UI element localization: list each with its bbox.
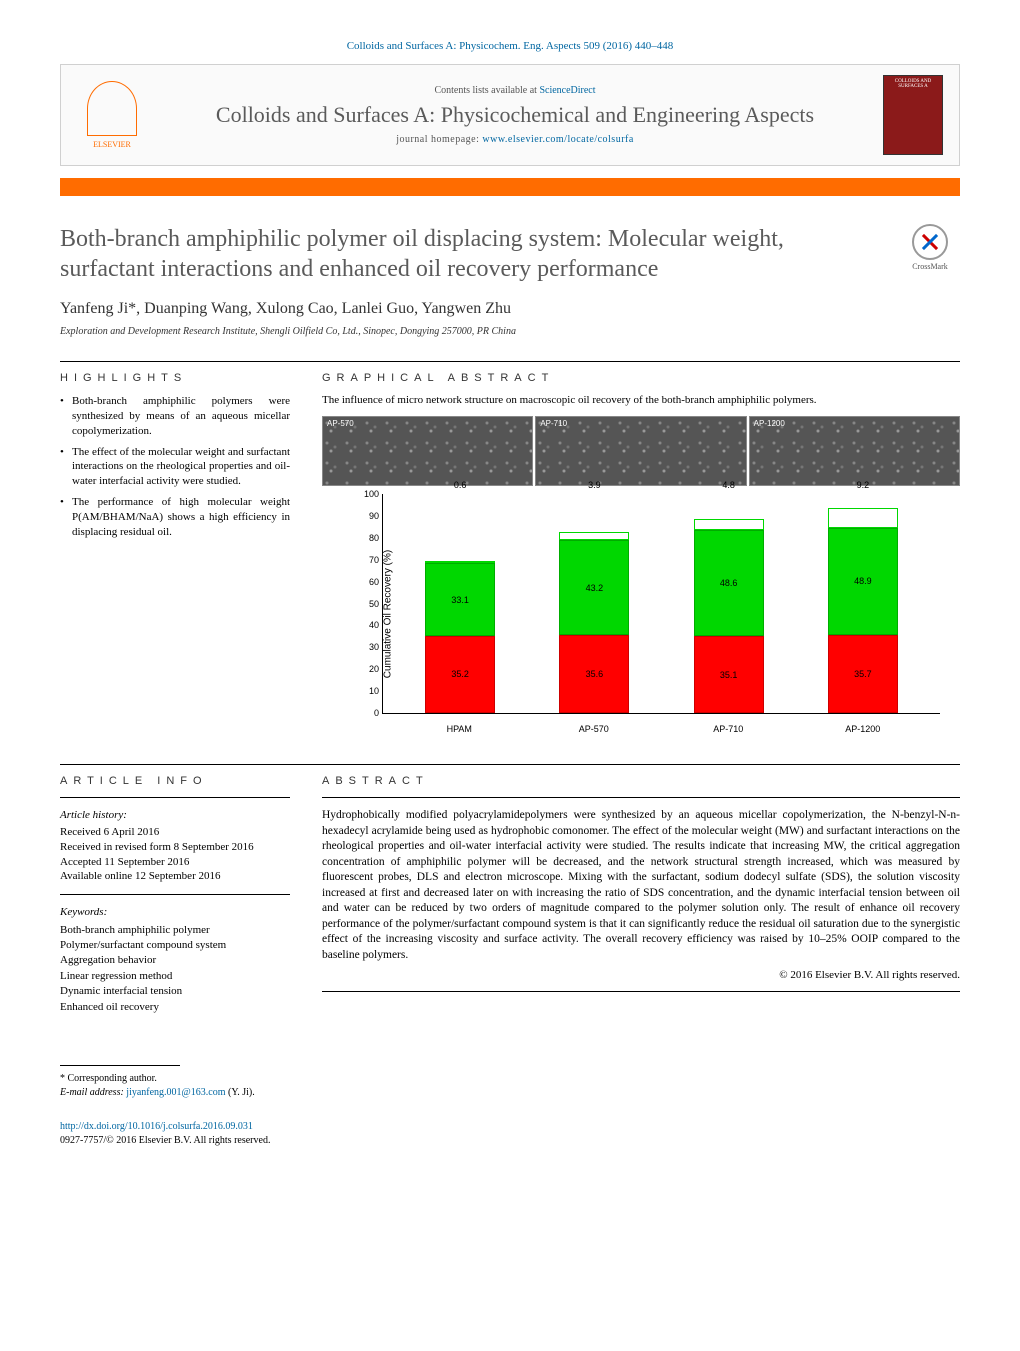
contents-line: Contents lists available at ScienceDirec… xyxy=(147,85,883,96)
article-info-label: ARTICLE INFO xyxy=(60,775,290,787)
sem-image: AP-570 xyxy=(322,416,533,486)
corresponding-author: * Corresponding author. xyxy=(60,1072,960,1086)
article-title: Both-branch amphiphilic polymer oil disp… xyxy=(60,224,884,284)
journal-title: Colloids and Surfaces A: Physicochemical… xyxy=(147,102,883,128)
ytick: 90 xyxy=(357,511,379,521)
bar: 35.233.10.6 xyxy=(425,494,495,713)
footnote-rule xyxy=(60,1065,180,1066)
highlight-item: The performance of high molecular weight… xyxy=(60,495,290,540)
keyword: Dynamic interfacial tension xyxy=(60,984,290,999)
bar-segment: 48.6 xyxy=(694,530,764,636)
bar-top-label: 4.8 xyxy=(694,480,764,490)
keyword: Linear regression method xyxy=(60,969,290,984)
keywords-block: Keywords: Both-branch amphiphilic polyme… xyxy=(60,905,290,1015)
graphical-abstract-label: GRAPHICAL ABSTRACT xyxy=(322,372,960,384)
sem-image: AP-1200 xyxy=(749,416,960,486)
bar-segment: 35.2 xyxy=(425,636,495,713)
sem-image: AP-710 xyxy=(535,416,746,486)
bar: 35.748.99.2 xyxy=(828,494,898,713)
xtick-label: AP-710 xyxy=(693,724,763,734)
ytick: 0 xyxy=(357,708,379,718)
elsevier-logo: ELSEVIER xyxy=(77,75,147,155)
authors: Yanfeng Ji*, Duanping Wang, Xulong Cao, … xyxy=(60,300,960,318)
publisher-name: ELSEVIER xyxy=(93,140,131,149)
doi-link[interactable]: http://dx.doi.org/10.1016/j.colsurfa.201… xyxy=(60,1121,253,1132)
crossmark-icon xyxy=(912,224,948,260)
email-label: E-mail address: xyxy=(60,1087,126,1098)
keyword: Enhanced oil recovery xyxy=(60,1000,290,1015)
article-history: Article history: Received 6 April 2016 R… xyxy=(60,808,290,884)
history-line: Received in revised form 8 September 201… xyxy=(60,840,290,855)
bar: 35.643.23.9 xyxy=(559,494,629,713)
divider xyxy=(60,797,290,798)
divider xyxy=(322,991,960,992)
ytick: 10 xyxy=(357,686,379,696)
bar-chart: Cumulative Oil Recovery (%) 35.233.10.63… xyxy=(352,494,960,734)
homepage-line: journal homepage: www.elsevier.com/locat… xyxy=(147,134,883,145)
elsevier-tree-icon xyxy=(87,81,137,136)
bar-segment: 33.1 xyxy=(425,563,495,635)
highlights-label: HIGHLIGHTS xyxy=(60,372,290,384)
homepage-prefix: journal homepage: xyxy=(396,134,482,145)
bar-segment: 35.1 xyxy=(694,636,764,713)
ytick: 100 xyxy=(357,489,379,499)
xtick-label: AP-570 xyxy=(559,724,629,734)
journal-cover-thumbnail: COLLOIDS AND SURFACES A xyxy=(883,75,943,155)
journal-header: ELSEVIER Contents lists available at Sci… xyxy=(60,64,960,166)
highlight-item: Both-branch amphiphilic polymers were sy… xyxy=(60,394,290,439)
divider xyxy=(60,894,290,895)
divider-bar xyxy=(60,178,960,196)
bar-top-label: 0.6 xyxy=(425,480,495,490)
divider xyxy=(60,361,960,362)
abstract-label: ABSTRACT xyxy=(322,775,960,787)
abstract-text: Hydrophobically modified polyacrylamidep… xyxy=(322,808,960,963)
highlights-list: Both-branch amphiphilic polymers were sy… xyxy=(60,394,290,540)
ytick: 40 xyxy=(357,620,379,630)
affiliation: Exploration and Development Research Ins… xyxy=(60,326,960,337)
homepage-link[interactable]: www.elsevier.com/locate/colsurfa xyxy=(482,134,633,145)
ytick: 60 xyxy=(357,577,379,587)
keyword: Polymer/surfactant compound system xyxy=(60,938,290,953)
bar-top-label: 3.9 xyxy=(559,480,629,490)
bar-segment xyxy=(694,519,764,530)
keywords-heading: Keywords: xyxy=(60,905,290,920)
xtick-label: AP-1200 xyxy=(828,724,898,734)
issn-line: 0927-7757/© 2016 Elsevier B.V. All right… xyxy=(60,1134,960,1148)
history-line: Available online 12 September 2016 xyxy=(60,869,290,884)
history-line: Received 6 April 2016 xyxy=(60,825,290,840)
bar-segment: 35.6 xyxy=(559,635,629,713)
ytick: 20 xyxy=(357,664,379,674)
ytick: 80 xyxy=(357,533,379,543)
xtick-label: HPAM xyxy=(424,724,494,734)
journal-reference: Colloids and Surfaces A: Physicochem. En… xyxy=(60,40,960,52)
bar-segment: 35.7 xyxy=(828,635,898,713)
ytick: 30 xyxy=(357,642,379,652)
divider xyxy=(322,797,960,798)
graphical-abstract-caption: The influence of micro network structure… xyxy=(322,394,960,406)
history-line: Accepted 11 September 2016 xyxy=(60,855,290,870)
crossmark-label: CrossMark xyxy=(912,262,948,271)
bar-segment: 43.2 xyxy=(559,540,629,635)
footer: * Corresponding author. E-mail address: … xyxy=(60,1065,960,1148)
contents-prefix: Contents lists available at xyxy=(434,85,539,96)
ytick: 50 xyxy=(357,599,379,609)
email-suffix: (Y. Ji). xyxy=(226,1087,255,1098)
divider xyxy=(60,764,960,765)
bar-top-label: 9.2 xyxy=(828,480,898,490)
crossmark-badge[interactable]: CrossMark xyxy=(900,224,960,271)
copyright: © 2016 Elsevier B.V. All rights reserved… xyxy=(322,969,960,981)
sciencedirect-link[interactable]: ScienceDirect xyxy=(539,85,595,96)
email-line: E-mail address: jiyanfeng.001@163.com (Y… xyxy=(60,1086,960,1100)
bar-segment xyxy=(559,532,629,541)
bar: 35.148.64.8 xyxy=(694,494,764,713)
history-heading: Article history: xyxy=(60,808,290,823)
ytick: 70 xyxy=(357,555,379,565)
keyword: Aggregation behavior xyxy=(60,953,290,968)
bar-segment: 48.9 xyxy=(828,528,898,635)
email-link[interactable]: jiyanfeng.001@163.com xyxy=(126,1087,225,1098)
keyword: Both-branch amphiphilic polymer xyxy=(60,923,290,938)
bar-segment xyxy=(828,508,898,528)
sem-image-row: AP-570 AP-710 AP-1200 xyxy=(322,416,960,486)
highlight-item: The effect of the molecular weight and s… xyxy=(60,445,290,490)
